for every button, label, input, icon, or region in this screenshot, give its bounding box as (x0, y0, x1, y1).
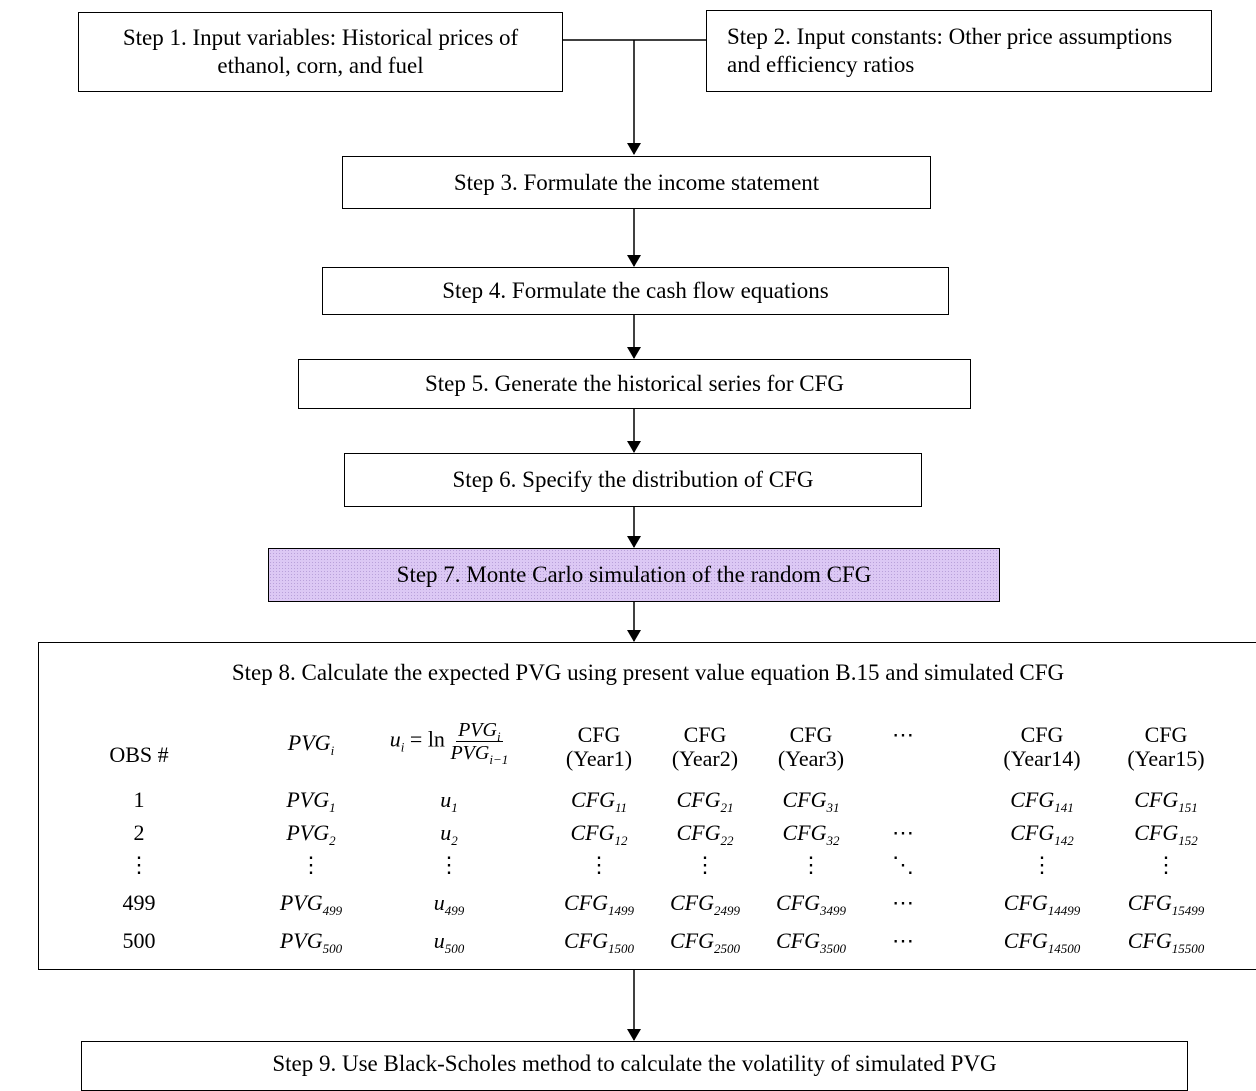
table-row-obs: 499 (122, 890, 156, 915)
table-row-cfg: CFG151 (1134, 787, 1198, 815)
table-row-u: ⋮ (438, 852, 460, 877)
table-row-cfg: CFG15500 (1127, 928, 1205, 956)
table-row-cfg: ⋮ (1155, 852, 1177, 877)
table-row-cfg: CFG14500 (1003, 928, 1081, 956)
table-row-ellipsis: ⋯ (892, 820, 914, 845)
table-row-pvg: PVG1 (286, 787, 336, 815)
table-row-cfg: CFG1499 (564, 890, 634, 918)
table-row-u: u1 (440, 787, 458, 815)
table-row-u: u2 (440, 820, 458, 848)
table-row-ellipsis: ⋯ (892, 890, 914, 915)
step-8-box: Step 8. Calculate the expected PVG using… (38, 642, 1256, 970)
table-row-cfg: CFG3499 (776, 890, 846, 918)
step-5-text: Step 5. Generate the historical series f… (425, 371, 844, 396)
table-row-obs: 2 (133, 820, 145, 845)
table-row-u: u500 (433, 928, 465, 956)
header-cfg-year14: CFG (Year14) (1003, 722, 1081, 771)
step-3-text: Step 3. Formulate the income statement (453, 169, 820, 195)
header-cfg-year15: CFG (Year15) (1127, 722, 1205, 771)
table-row-pvg: PVG500 (279, 928, 343, 956)
table-row-u: u499 (433, 890, 465, 918)
table-row-cfg: CFG141 (1010, 787, 1074, 815)
table-row-cfg: ⋮ (694, 852, 716, 877)
table-row-cfg: CFG1500 (564, 928, 634, 956)
table-row-obs: 1 (133, 787, 145, 812)
table-row-ellipsis: ⋱ (892, 852, 914, 877)
table-row-cfg: ⋮ (800, 852, 822, 877)
table-row-cfg: CFG2500 (670, 928, 740, 956)
step-6-box: Step 6. Specify the distribution of CFG (344, 453, 922, 507)
table-row-cfg: CFG11 (570, 787, 628, 815)
step-9-text: Step 9. Use Black-Scholes method to calc… (272, 1051, 997, 1076)
step-4-text: Step 4. Formulate the cash flow equation… (442, 278, 829, 303)
table-row-cfg: ⋮ (588, 852, 610, 877)
header-cfg-year2: CFG (Year2) (671, 722, 739, 771)
step-5-box: Step 5. Generate the historical series f… (298, 359, 971, 409)
table-row-cfg: CFG12 (570, 820, 628, 848)
table-row-cfg: CFG14499 (1003, 890, 1081, 918)
table-row-cfg: CFG15499 (1127, 890, 1205, 918)
table-row-cfg: CFG2499 (670, 890, 740, 918)
header-cfg-year3: CFG (Year3) (777, 722, 845, 771)
header-cfg-year1: CFG (Year1) (565, 722, 633, 771)
step-7-box: Step 7. Monte Carlo simulation of the ra… (268, 548, 1000, 602)
header-pvg: PVGi (287, 730, 335, 758)
table-row-cfg: ⋮ (1031, 852, 1053, 877)
table-row-cfg: CFG32 (782, 820, 840, 848)
table-row-cfg: CFG3500 (776, 928, 846, 956)
table-row-cfg: CFG22 (676, 820, 734, 848)
step-2-box: Step 2. Input constants: Other price ass… (706, 10, 1212, 92)
step-4-box: Step 4. Formulate the cash flow equation… (322, 267, 949, 315)
step-1-text: Step 1. Input variables: Historical pric… (122, 25, 519, 78)
table-row-pvg: PVG499 (279, 890, 343, 918)
table-row-ellipsis: ⋯ (892, 928, 914, 953)
step-7-text: Step 7. Monte Carlo simulation of the ra… (396, 562, 872, 587)
step-6-text: Step 6. Specify the distribution of CFG (452, 467, 814, 492)
table-row-pvg: ⋮ (300, 852, 322, 877)
header-ellipsis: ⋯ (892, 722, 914, 747)
table-row-pvg: PVG2 (286, 820, 336, 848)
step-8-title: Step 8. Calculate the expected PVG using… (231, 660, 1065, 685)
table-row-obs: ⋮ (128, 852, 150, 877)
table-row-cfg: CFG31 (782, 787, 840, 815)
step-3-box: Step 3. Formulate the income statement (342, 156, 931, 209)
table-row-cfg: CFG142 (1010, 820, 1074, 848)
table-row-cfg: CFG21 (676, 787, 734, 815)
table-row-cfg: CFG152 (1134, 820, 1198, 848)
step-9-box: Step 9. Use Black-Scholes method to calc… (81, 1041, 1188, 1091)
step-1-box: Step 1. Input variables: Historical pric… (78, 12, 563, 92)
step-2-text: Step 2. Input constants: Other price ass… (727, 24, 1173, 77)
header-obs: OBS # (109, 742, 169, 767)
header-log-return-formula: ui = ln PVGi PVGi−1 (389, 719, 509, 767)
table-row-obs: 500 (122, 928, 156, 953)
